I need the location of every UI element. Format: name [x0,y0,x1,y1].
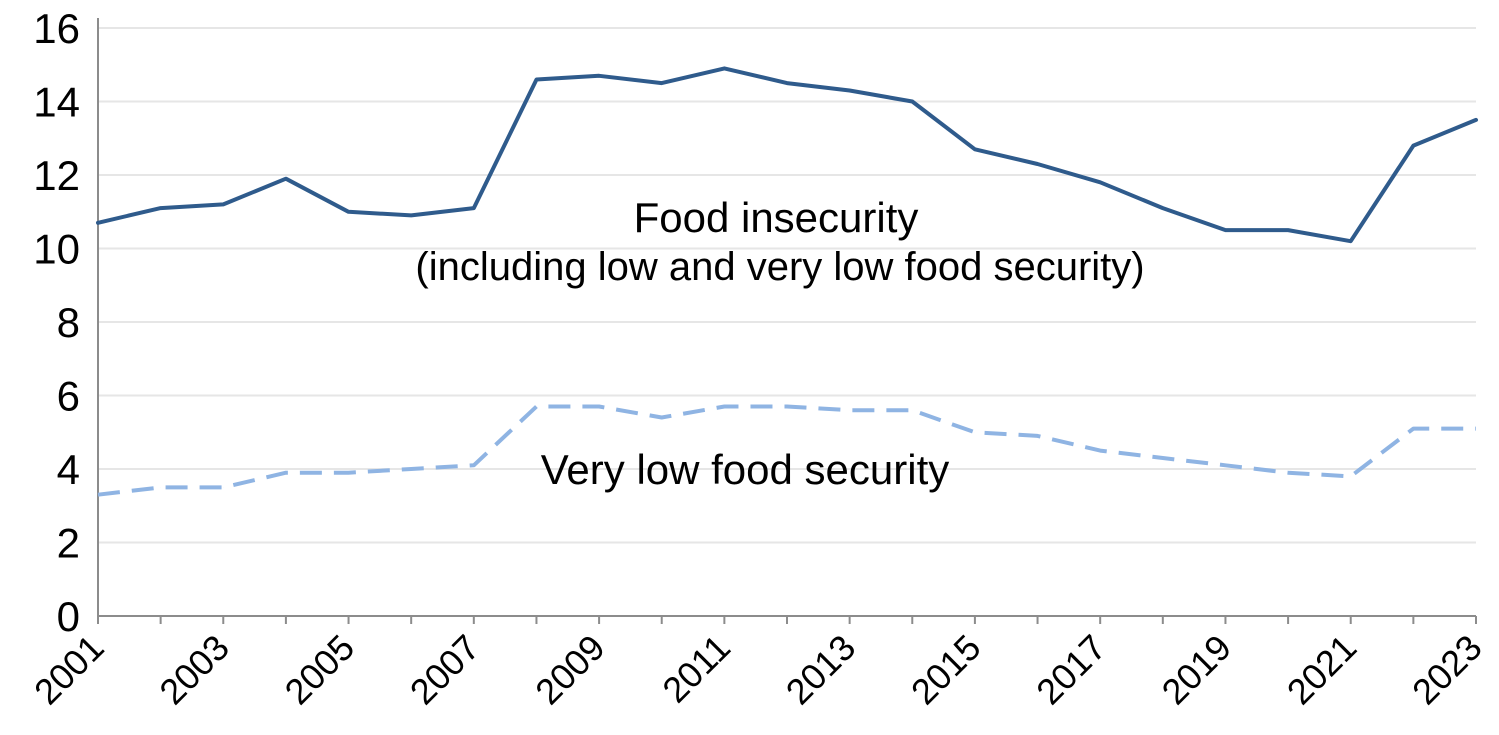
x-tick-label: 2017 [1028,627,1114,713]
x-tick-label: 2019 [1153,627,1239,713]
y-tick-label: 2 [57,520,80,567]
y-tick-label: 8 [57,299,80,346]
y-tick-label: 12 [33,152,80,199]
label-layer: Food insecurity (including low and very … [415,194,1144,493]
x-tick-label: 2001 [26,627,112,713]
annotation-very-low-food-security: Very low food security [541,446,950,493]
y-tick-label: 10 [33,226,80,273]
x-tick-label: 2007 [402,627,488,713]
x-tick-label: 2023 [1404,627,1490,713]
x-tick-label: 2005 [277,627,363,713]
x-tick-label: 2013 [778,627,864,713]
y-tick-label: 4 [57,446,80,493]
x-tick-label: 2003 [151,627,237,713]
x-tick-label: 2011 [654,627,738,711]
y-tick-label: 16 [33,5,80,52]
x-tick-label: 2009 [527,627,613,713]
x-tick-label: 2021 [1279,627,1365,713]
annotation-food-insecurity-subtitle: (including low and very low food securit… [415,245,1144,289]
y-tick-label: 14 [33,79,80,126]
y-tick-label: 6 [57,373,80,420]
annotation-food-insecurity: Food insecurity [634,194,919,241]
x-tick-label: 2015 [903,627,989,713]
